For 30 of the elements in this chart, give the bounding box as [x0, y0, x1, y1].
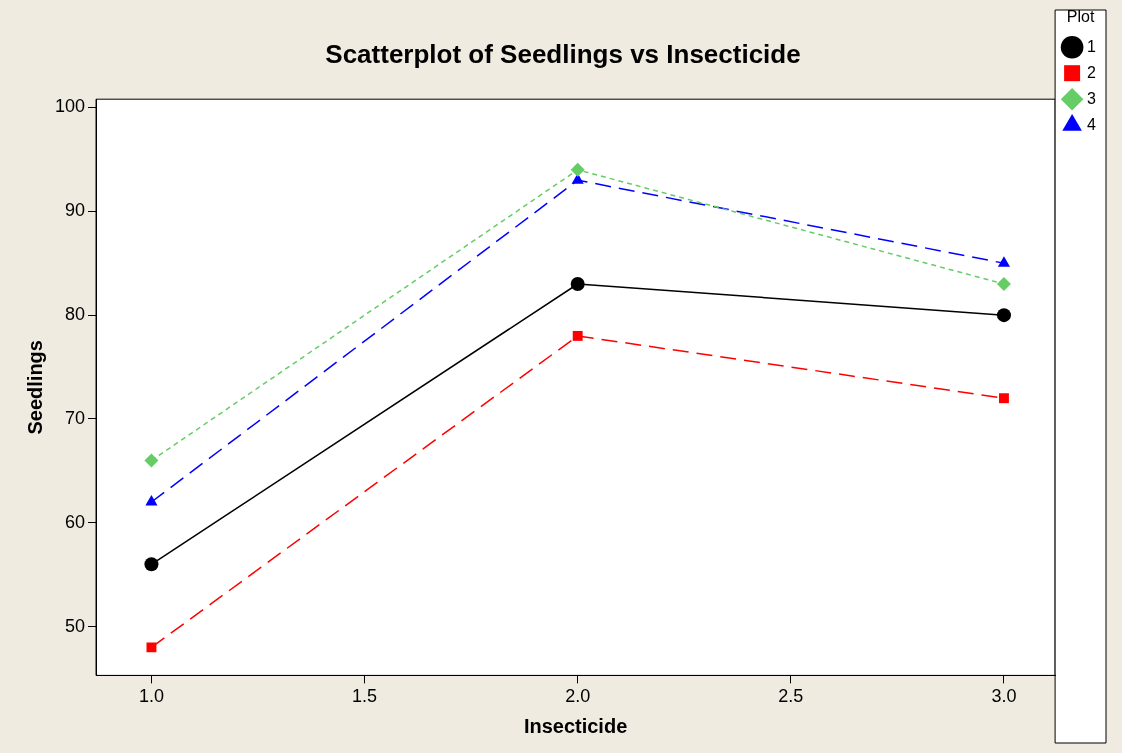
point — [146, 642, 157, 653]
point — [144, 557, 159, 572]
point — [999, 393, 1009, 404]
point — [572, 330, 583, 341]
x-tick-label: 1.0 — [138, 686, 164, 707]
x-tick-label: 2.5 — [778, 686, 804, 707]
point — [145, 495, 158, 506]
legend-label: 4 — [1087, 115, 1097, 133]
x-tick-label: 2.0 — [565, 686, 591, 707]
point — [996, 308, 1011, 323]
chart-title: Scatterplot of Seedlings vs Insecticide — [325, 38, 801, 69]
point — [570, 162, 585, 177]
y-tick-label: 80 — [65, 304, 86, 325]
x-axis-title: Insecticide — [523, 714, 628, 737]
legend-label: 2 — [1087, 63, 1097, 81]
y-axis-title: Seedlings — [23, 340, 46, 435]
y-tick-label: 90 — [65, 200, 86, 221]
legend-title: Plot — [1066, 8, 1095, 26]
point — [144, 453, 159, 468]
y-tick-label: 100 — [54, 96, 86, 117]
y-tick-label: 50 — [65, 615, 86, 636]
legend-label: 3 — [1087, 89, 1097, 107]
x-tick-label: 3.0 — [991, 686, 1017, 707]
y-tick-label: 60 — [65, 511, 86, 532]
legend-label: 1 — [1087, 37, 1097, 55]
point — [570, 277, 585, 291]
point — [996, 277, 1011, 291]
x-tick-label: 1.5 — [352, 686, 378, 707]
y-tick-label: 70 — [65, 407, 86, 428]
point — [997, 256, 1011, 267]
